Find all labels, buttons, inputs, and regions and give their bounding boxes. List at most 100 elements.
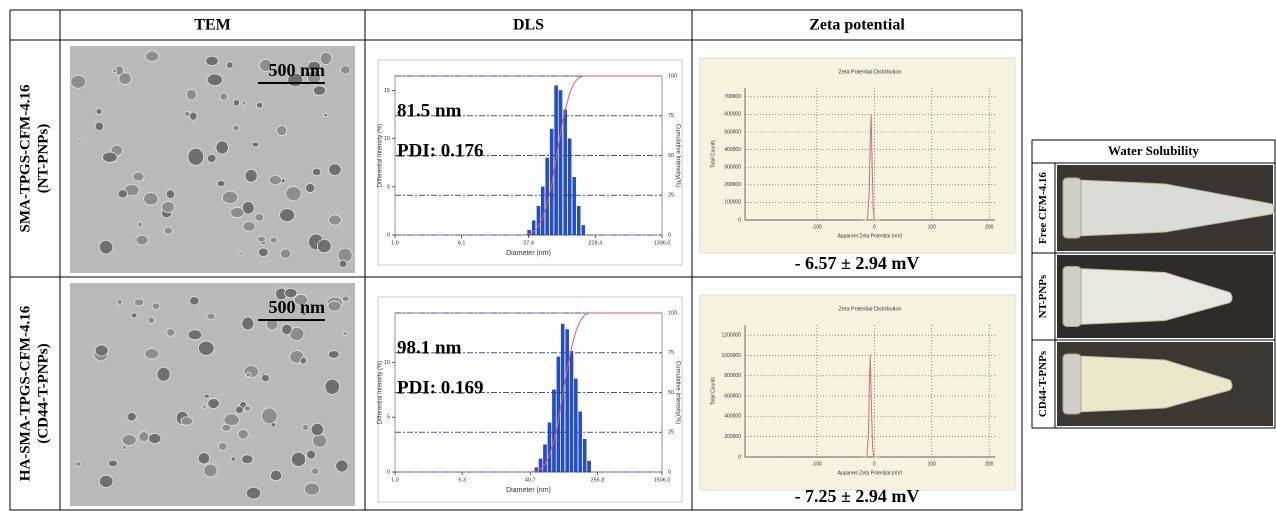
x-tick-label: 6.1: [458, 240, 466, 246]
x-axis-label: Apparent Zeta Potential (mV): [838, 470, 903, 476]
particle: [121, 434, 137, 446]
pdi-label: PDI: 0.169: [397, 377, 484, 398]
bar: [563, 109, 567, 236]
y2-tick-label: 25: [668, 193, 674, 199]
x-tick-label: 37.4: [523, 240, 534, 246]
particle: [241, 100, 247, 106]
particle: [189, 296, 200, 306]
particle: [241, 316, 255, 331]
particle: [311, 467, 320, 475]
particle: [244, 168, 258, 183]
bar: [538, 458, 543, 473]
y2-tick-label: 75: [668, 350, 674, 356]
particle: [133, 298, 145, 307]
particle: [118, 72, 132, 85]
particle: [138, 431, 150, 443]
y-tick-label: 600000: [724, 393, 741, 399]
x-tick-label: 256.8: [591, 477, 605, 483]
x-tick-label: 0: [873, 224, 876, 230]
y-tick-label: 500000: [724, 129, 741, 135]
particle: [232, 99, 240, 107]
particle: [284, 287, 298, 299]
particle: [206, 312, 216, 320]
row-label: SMA-TPGS-CFM-4.16: [17, 84, 33, 232]
row-label: HA-SMA-TPGS-CFM-4.16: [17, 305, 33, 481]
y-axis-label: Differential Intensity (%): [378, 124, 384, 188]
bar: [547, 422, 552, 473]
particle: [237, 428, 249, 440]
size-label: 81.5 nm: [397, 100, 462, 121]
x-axis-label: Apparent Zeta Potential (mV): [838, 233, 903, 239]
x-tick-label: 100: [928, 461, 937, 467]
cumulative-curve: [530, 312, 662, 473]
bar: [569, 351, 574, 473]
particle: [197, 340, 215, 356]
y2-axis-label: Cumulative Intensity(%): [674, 124, 680, 187]
bar: [552, 389, 556, 473]
x-tick-label: 40.7: [525, 477, 536, 483]
x-tick-label: 1.0: [391, 240, 399, 246]
particle: [302, 423, 309, 431]
particle: [201, 404, 207, 409]
row-label: (NT-PNPs): [35, 124, 51, 193]
particle: [166, 328, 176, 337]
bar: [527, 230, 531, 236]
y-tick-label: 100000: [724, 200, 741, 206]
tube-cap: [1062, 177, 1082, 239]
particle: [254, 213, 265, 222]
bar: [581, 225, 586, 236]
particle: [126, 412, 137, 422]
particle: [276, 125, 288, 136]
x-tick-label: 1506.0: [654, 477, 671, 483]
bar: [572, 177, 576, 236]
particle: [187, 329, 203, 341]
particle: [310, 423, 325, 437]
particle: [306, 449, 316, 460]
bar: [556, 356, 561, 473]
bar: [577, 205, 581, 236]
bar: [578, 411, 582, 473]
particle: [327, 300, 342, 312]
particle: [70, 74, 87, 89]
scale-bar-label: 500 nm: [268, 60, 325, 80]
particle: [219, 92, 228, 101]
y-tick-label: 300000: [724, 165, 741, 171]
particle: [251, 141, 260, 148]
y-tick-label: 800000: [724, 373, 741, 379]
particle: [316, 238, 332, 254]
bar: [587, 460, 591, 473]
particle: [75, 461, 82, 467]
x-tick-label: -100: [812, 461, 822, 467]
y-tick-label: 0: [738, 217, 741, 223]
y2-tick-label: 0: [668, 232, 671, 238]
y2-tick-label: 100: [668, 310, 677, 316]
particle: [205, 55, 219, 66]
zeta-value: - 7.25 ± 2.94 mV: [795, 486, 920, 506]
particle: [218, 442, 228, 451]
x-tick-label: 6.3: [458, 477, 466, 483]
y-tick-label: 15: [384, 88, 390, 94]
y2-axis-label: Cumulative Intensity(%): [674, 361, 680, 424]
y-tick-label: 400000: [724, 414, 741, 420]
particle: [312, 85, 327, 96]
particle: [323, 113, 329, 117]
x-tick-label: 100: [928, 224, 937, 230]
zeta-title: Zeta Potential Distribution: [839, 306, 902, 312]
particle: [342, 331, 348, 336]
particle: [243, 405, 252, 412]
y-axis-label: Total Counts: [710, 377, 716, 405]
x-axis-label: Diameter (nm): [506, 250, 551, 257]
tube-cap: [1062, 266, 1082, 327]
bar: [582, 438, 587, 473]
particle: [187, 147, 205, 166]
y-tick-label: 200000: [724, 182, 741, 188]
particle: [98, 239, 114, 255]
y-tick-label: 400000: [724, 147, 741, 153]
particle: [161, 201, 175, 213]
particle: [235, 405, 244, 414]
particle: [328, 163, 342, 176]
scale-bar-label: 500 nm: [268, 297, 325, 317]
particle: [257, 235, 267, 243]
particle: [241, 201, 255, 215]
particle: [132, 171, 145, 182]
